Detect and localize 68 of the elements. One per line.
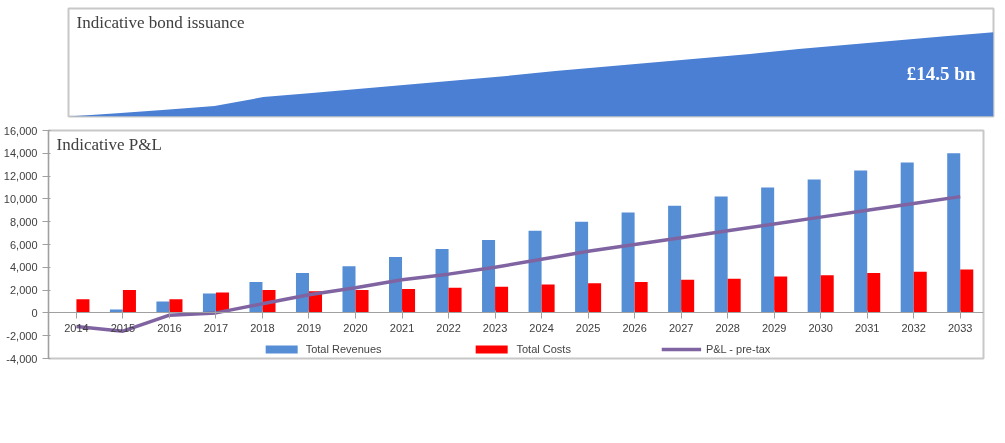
legend-label: Total Revenues (305, 343, 382, 355)
bar (169, 299, 183, 313)
annotation: £14.5 bn (906, 63, 976, 85)
y-tick-label: 4,000 (9, 261, 38, 274)
bar (448, 287, 462, 313)
x-tick-label: 2017 (203, 321, 229, 334)
legend-label: P&L - pre-tax (705, 343, 771, 355)
bar (122, 290, 136, 313)
x-tick-label: 2024 (529, 321, 554, 334)
bar (389, 257, 403, 313)
y-tick-label: 2,000 (9, 284, 38, 297)
bar (588, 283, 602, 313)
x-tick-label: 2025 (575, 321, 601, 334)
bar (402, 288, 416, 313)
x-tick-label: 2033 (948, 321, 973, 334)
bar (621, 212, 635, 313)
y-tick-label: 0 (31, 306, 38, 319)
x-tick-label: 2018 (250, 321, 275, 334)
y-tick-label: 8,000 (9, 215, 38, 228)
x-tick-label: 2023 (482, 321, 508, 334)
bar (854, 170, 868, 313)
bar (867, 273, 881, 313)
bar (681, 279, 695, 313)
bar (202, 293, 216, 313)
bar (774, 276, 788, 313)
y-tick-label: 12,000 (3, 170, 38, 183)
x-tick-label: 2016 (157, 321, 182, 334)
y-tick-label: -4,000 (6, 352, 38, 365)
bar (575, 221, 589, 313)
bar (355, 290, 369, 313)
x-tick-label: 2027 (668, 321, 694, 334)
y-tick-label: -2,000 (6, 329, 38, 342)
x-tick-label: 2032 (901, 321, 926, 334)
bar (714, 196, 728, 313)
x-tick-label: 2030 (808, 321, 833, 334)
x-tick-label: 2019 (296, 321, 322, 334)
y-tick-label: 16,000 (3, 124, 38, 137)
x-tick-label: 2020 (343, 321, 368, 334)
bar (900, 162, 914, 313)
bar (634, 282, 648, 313)
bar (528, 230, 542, 313)
legend-label: Total Costs (516, 343, 571, 355)
bar (761, 187, 775, 313)
x-tick-label: 2028 (715, 321, 740, 334)
x-tick-label: 2022 (436, 321, 461, 334)
y-tick-label: 6,000 (9, 238, 38, 251)
bar (435, 249, 449, 313)
bar (495, 286, 509, 313)
bar (76, 299, 90, 313)
x-tick-label: 2026 (622, 321, 647, 334)
bar (482, 239, 496, 313)
bar (541, 284, 555, 313)
bar (820, 275, 834, 313)
bar (913, 271, 927, 313)
y-tick-label: 10,000 (3, 192, 38, 205)
chart-title: Indicative bond issuance (76, 12, 245, 32)
bar (960, 269, 974, 313)
bar (727, 278, 741, 313)
bar (807, 179, 821, 313)
bar (668, 205, 682, 313)
chart-title: Indicative P&L (56, 134, 162, 154)
x-tick-label: 2014 (64, 321, 89, 334)
bar (342, 266, 356, 313)
y-tick-label: 14,000 (3, 147, 38, 160)
x-tick-label: 2029 (761, 321, 787, 334)
x-tick-label: 2021 (389, 321, 415, 334)
x-tick-label: 2031 (854, 321, 880, 334)
bar (947, 153, 961, 313)
